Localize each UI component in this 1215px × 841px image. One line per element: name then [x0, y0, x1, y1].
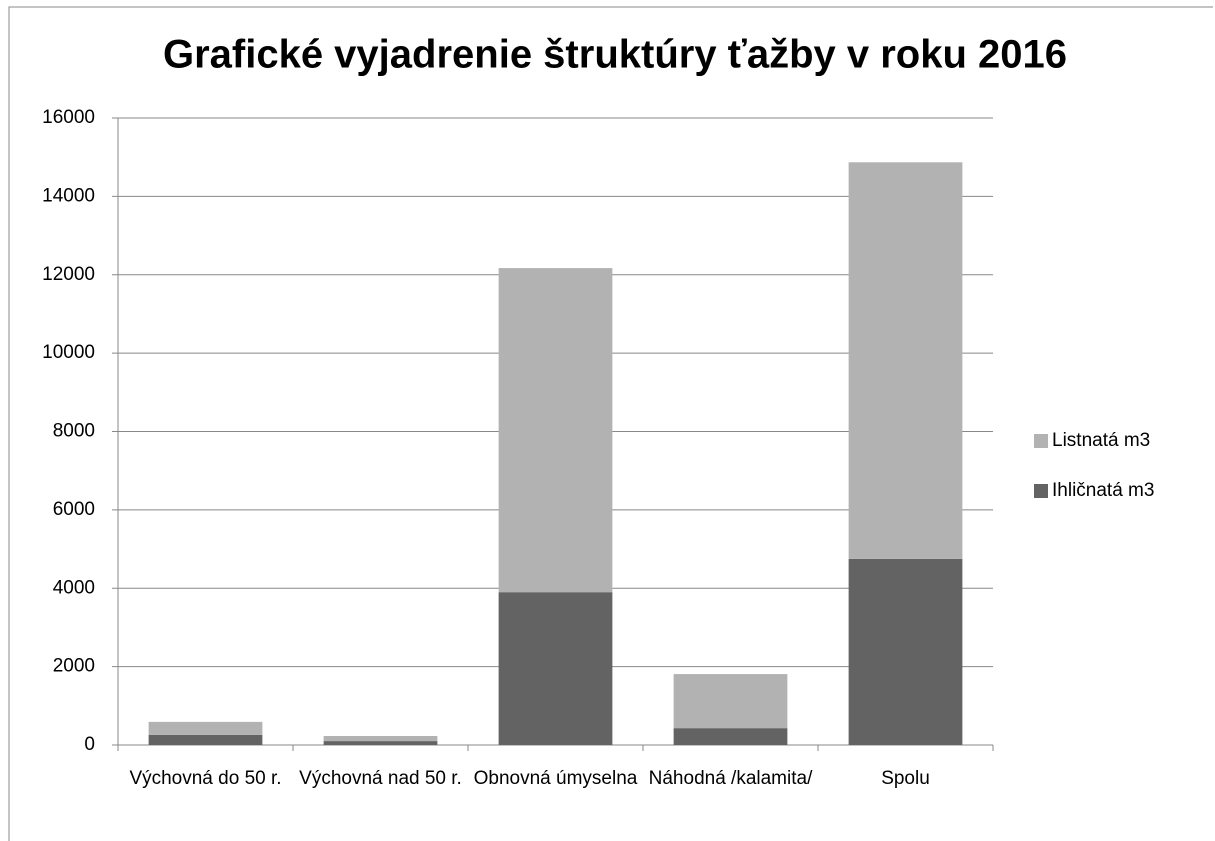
- bar: [848, 162, 963, 559]
- frame: [8, 6, 1213, 841]
- chart-title: Grafické vyjadrenie štruktúry ťažby v ro…: [163, 33, 1067, 77]
- x-tick-label: Výchovná do 50 r.: [129, 768, 282, 789]
- legend-swatch: [1034, 434, 1048, 448]
- y-tick-label: 12000: [42, 264, 95, 285]
- x-tick-label: Spolu: [881, 768, 930, 789]
- bar: [498, 268, 613, 593]
- bar: [498, 592, 613, 745]
- bar: [673, 674, 788, 729]
- x-tick-label: Obnovná úmyselna: [473, 768, 638, 789]
- y-tick-label: 14000: [42, 185, 95, 206]
- y-tick-label: 10000: [42, 342, 95, 363]
- y-tick-label: 2000: [53, 656, 95, 677]
- y-tick-label: 8000: [53, 421, 95, 442]
- y-tick-label: 4000: [53, 577, 95, 598]
- y-tick-label: 16000: [42, 107, 95, 128]
- bar: [323, 735, 438, 742]
- x-tick-label: Výchovná nad 50 r.: [299, 768, 462, 789]
- x-tick-label: Náhodná /kalamita/: [648, 768, 813, 789]
- legend-label: Listnatá m3: [1052, 430, 1150, 451]
- bar: [148, 721, 263, 735]
- bar: [673, 728, 788, 745]
- bar: [848, 558, 963, 745]
- legend-swatch: [1034, 484, 1048, 498]
- y-tick-label: 0: [84, 734, 95, 755]
- bar: [323, 741, 438, 745]
- legend-label: Ihličnatá m3: [1052, 480, 1154, 501]
- bar: [148, 734, 263, 745]
- y-tick-label: 6000: [53, 499, 95, 520]
